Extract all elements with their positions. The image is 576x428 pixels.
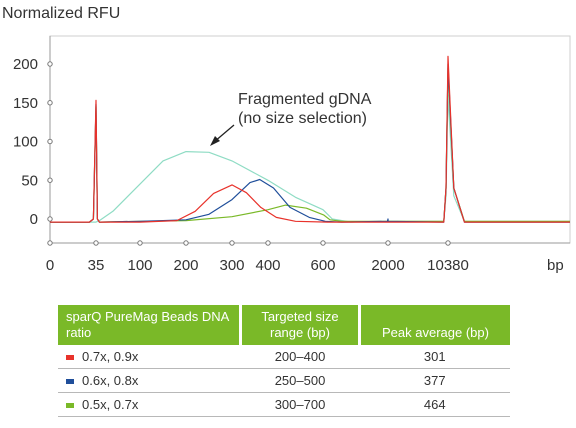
x-tick-label: 2000	[371, 257, 404, 274]
annotation-line-2: (no size selection)	[238, 110, 367, 127]
y-tick-label: 0	[30, 211, 38, 228]
annotation-arrow	[210, 124, 235, 146]
y-tick-mark	[47, 177, 53, 183]
peak-cell: 377	[359, 368, 510, 393]
x-ticks: 0 35 100 200 300 400 600 2000 10380	[46, 240, 469, 274]
series-line	[50, 55, 570, 223]
x-tick-label: 35	[88, 257, 105, 274]
x-tick-mark	[137, 240, 143, 246]
y-tick-mark	[47, 138, 53, 145]
chart-title: Normalized RFU	[2, 5, 120, 22]
ratio-cell: 0.5x, 0.7x	[82, 397, 139, 412]
x-tick-mark	[385, 240, 391, 246]
peak-cell: 301	[359, 345, 510, 369]
x-tick-label: 400	[255, 257, 280, 274]
x-tick-mark	[320, 240, 326, 246]
y-ticks: 0 50 100 150 200	[13, 56, 53, 228]
plot-frame	[49, 35, 571, 244]
ratio-cell: 0.7x, 0.9x	[82, 349, 139, 364]
header-range: Targeted size range (bp)	[239, 305, 360, 345]
x-tick-mark	[265, 240, 271, 246]
range-cell: 250–500	[240, 368, 360, 393]
ratio-cell: 0.6x, 0.8x	[82, 373, 139, 388]
table-row: 0.7x, 0.9x 200–400 301	[58, 345, 510, 369]
y-tick-label: 200	[13, 56, 38, 73]
y-tick-label: 50	[21, 172, 38, 189]
series-layer	[50, 55, 570, 223]
x-tick-mark	[445, 240, 451, 246]
table-row: 0.5x, 0.7x 300–700 464	[58, 392, 510, 417]
y-tick-mark	[47, 216, 53, 222]
x-tick-mark	[183, 240, 189, 246]
x-tick-mark	[47, 240, 53, 246]
table-header-row: sparQ PureMag Beads DNA ratio Targeted s…	[58, 305, 510, 345]
legend-swatch-green	[66, 403, 74, 409]
y-tick-mark	[47, 100, 53, 106]
x-axis-label: bp	[547, 257, 564, 274]
range-cell: 200–400	[240, 345, 360, 369]
electropherogram-chart: Normalized RFU 0 50 100 150 200 0 35 100 200 300…	[2, 5, 571, 274]
header-peak: Peak average (bp)	[358, 305, 510, 345]
legend-swatch-blue	[66, 379, 74, 385]
x-tick-label: 100	[127, 257, 152, 274]
table-row: 0.6x, 0.8x 250–500 377	[58, 368, 510, 393]
x-tick-mark	[93, 240, 99, 246]
annotation-line-1: Fragmented gDNA	[238, 91, 372, 108]
y-tick-mark	[47, 61, 53, 67]
series-line	[50, 63, 570, 223]
legend-swatch-red	[66, 355, 74, 361]
header-ratio: sparQ PureMag Beads DNA ratio	[58, 305, 241, 345]
x-tick-label: 0	[46, 257, 54, 274]
x-tick-label: 200	[173, 257, 198, 274]
size-selection-table: sparQ PureMag Beads DNA ratio Targeted s…	[58, 305, 510, 417]
x-tick-label: 300	[219, 257, 244, 274]
y-tick-label: 100	[13, 134, 38, 151]
x-tick-label: 10380	[427, 257, 469, 274]
y-tick-label: 150	[13, 95, 38, 112]
x-tick-label: 600	[310, 257, 335, 274]
peak-cell: 464	[359, 392, 510, 417]
range-cell: 300–700	[240, 392, 360, 417]
x-tick-mark	[229, 240, 235, 246]
